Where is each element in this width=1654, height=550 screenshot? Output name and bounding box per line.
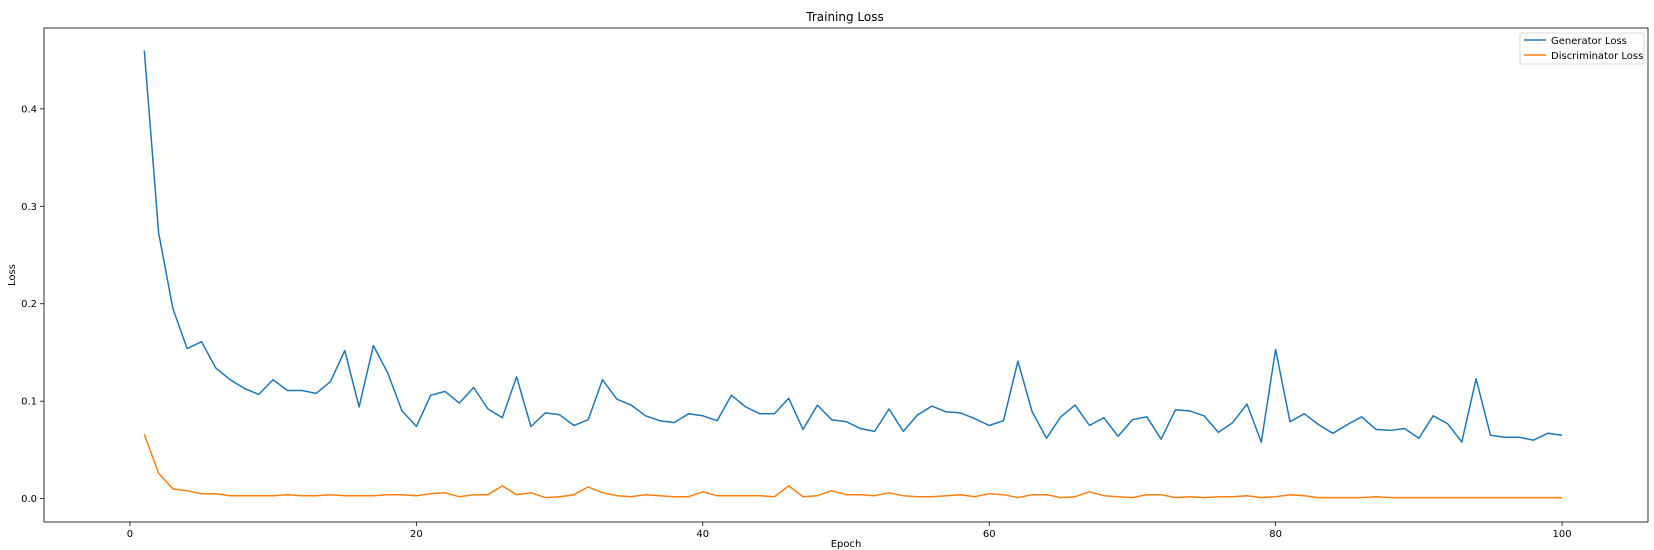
series-line-generator-loss xyxy=(143,50,1563,443)
legend-label-discriminator-loss: Discriminator Loss xyxy=(1551,51,1643,62)
plot-lines xyxy=(143,50,1563,499)
legend: Generator Loss Discriminator Loss xyxy=(1519,32,1645,65)
x-tick-label: 20 xyxy=(410,529,423,540)
x-axis: 0 20 40 60 80 100 xyxy=(127,522,1572,540)
x-axis-label: Epoch xyxy=(831,539,862,550)
y-tick-label: 0.2 xyxy=(21,299,37,310)
y-axis-label: Loss xyxy=(7,264,18,286)
chart-title: Training Loss xyxy=(805,10,883,24)
legend-label-generator-loss: Generator Loss xyxy=(1551,36,1627,47)
plot-frame xyxy=(43,27,1649,523)
y-tick-label: 0.0 xyxy=(21,494,37,505)
legend-box xyxy=(1519,32,1645,65)
x-tick-label: 100 xyxy=(1553,529,1572,540)
x-tick-label: 40 xyxy=(696,529,709,540)
y-tick-label: 0.1 xyxy=(21,397,37,408)
x-tick-label: 80 xyxy=(1269,529,1282,540)
x-tick-label: 60 xyxy=(983,529,996,540)
y-tick-label: 0.3 xyxy=(21,202,37,213)
x-tick-label: 0 xyxy=(127,529,133,540)
y-tick-label: 0.4 xyxy=(21,104,37,115)
y-axis: 0.0 0.1 0.2 0.3 0.4 xyxy=(21,104,44,505)
series-line-discriminator-loss xyxy=(143,434,1563,499)
